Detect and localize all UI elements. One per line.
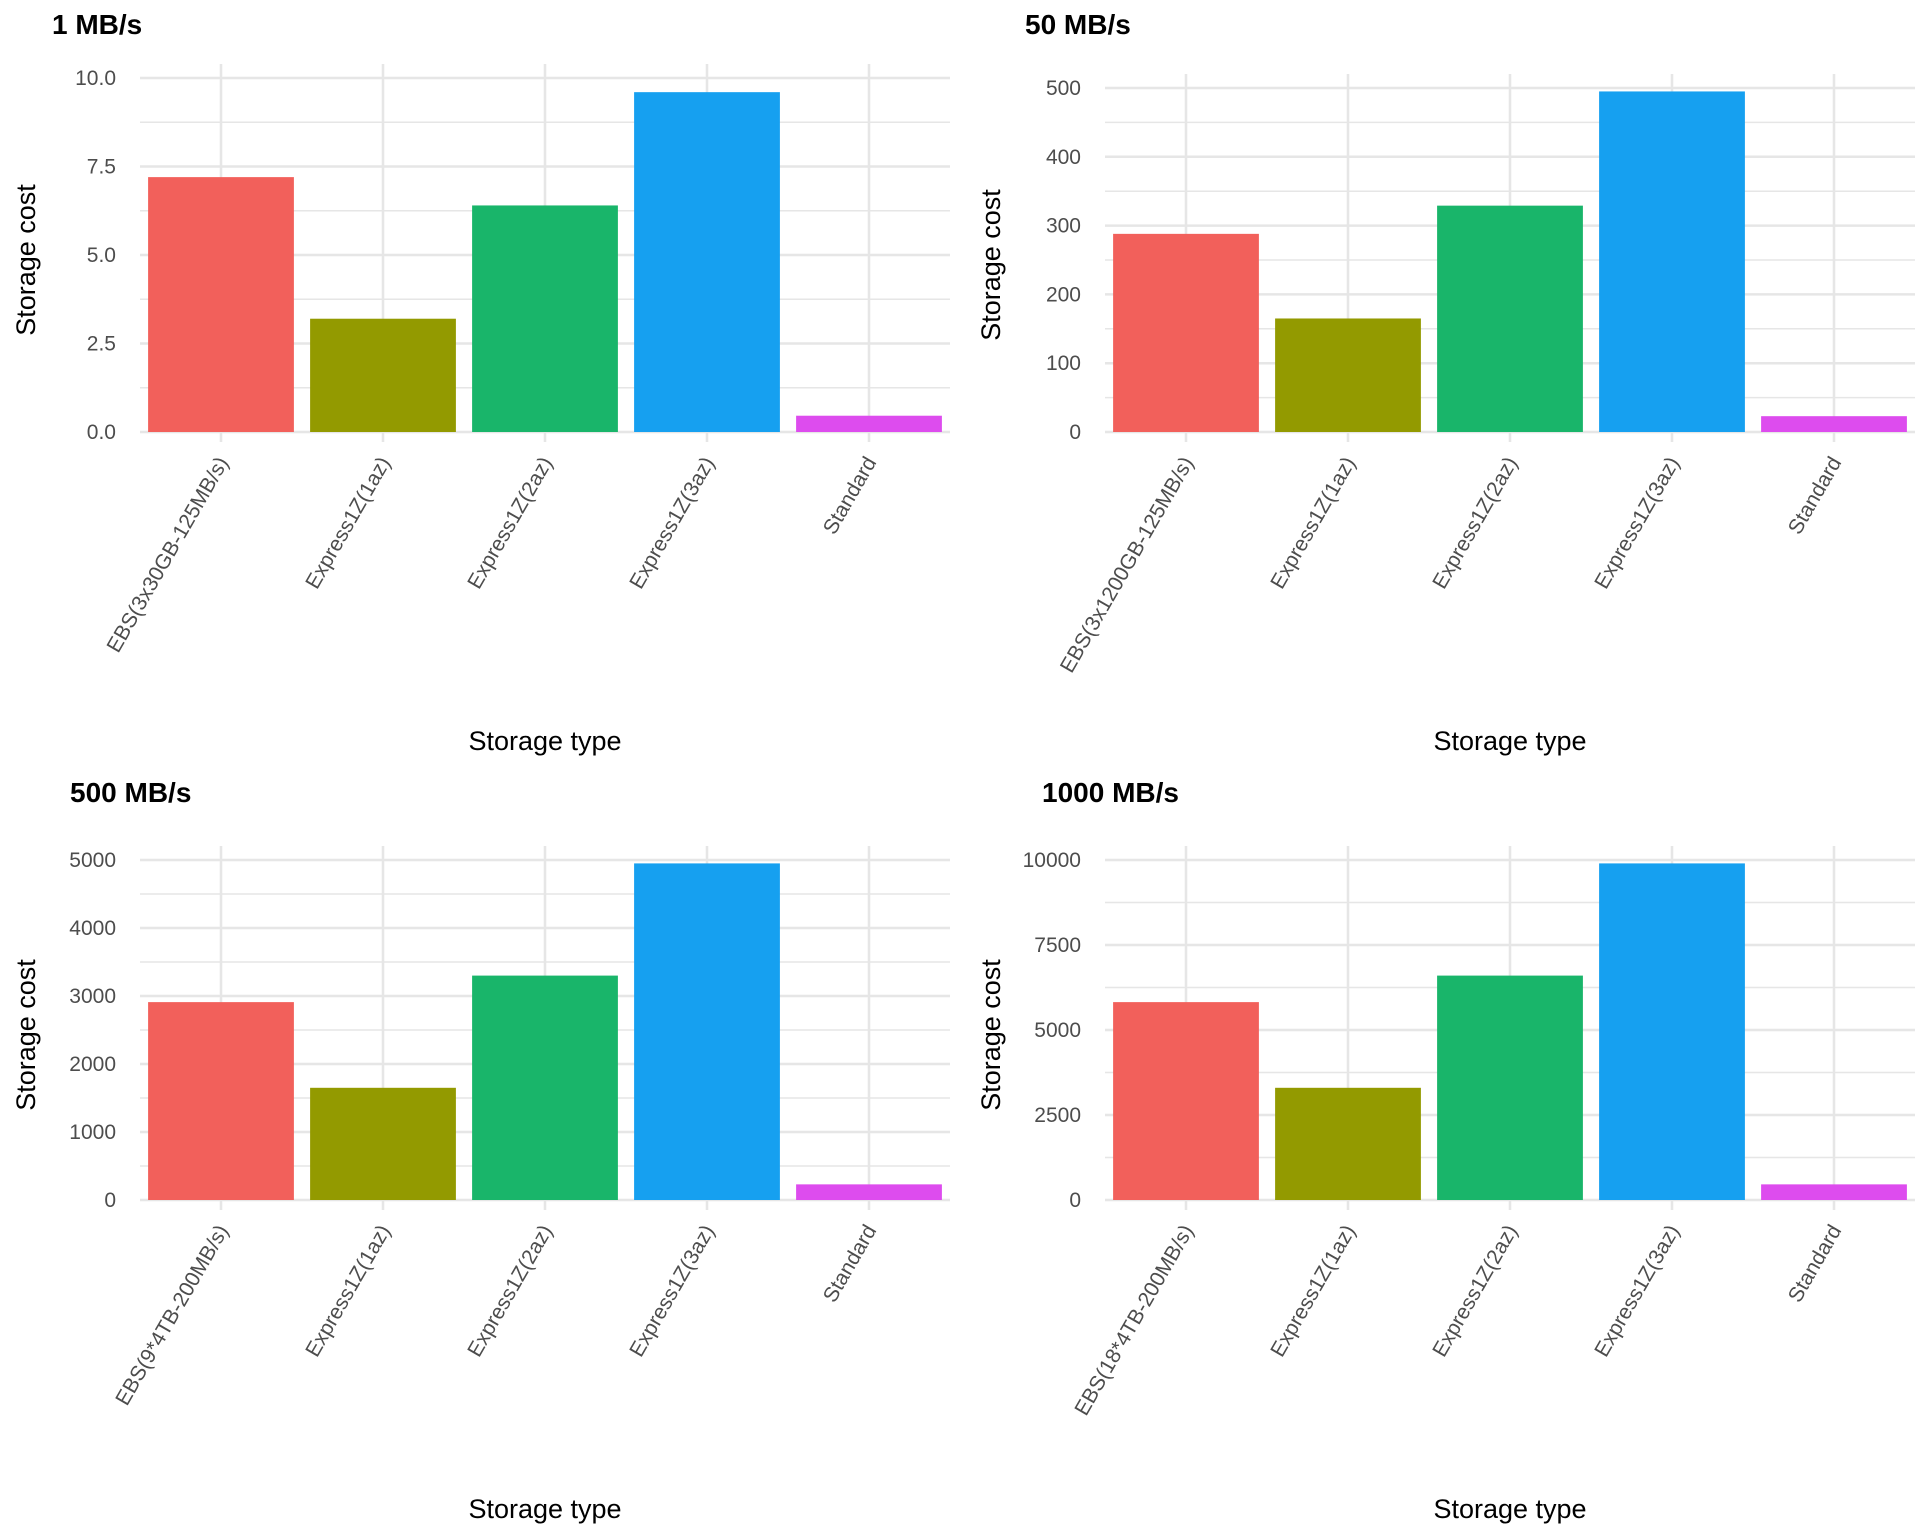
x-tick-label: Express1Z(1az) xyxy=(1266,1221,1360,1361)
y-tick-label: 10000 xyxy=(1023,849,1081,872)
y-tick-label: 2000 xyxy=(69,1053,116,1076)
x-axis-title: Storage type xyxy=(468,1494,621,1524)
chart-50mb: 0 100 200 300 400 500 EBS(3x1200GB-125MB/s) Exp… xyxy=(976,9,1915,756)
x-tick-label: EBS(3x1200GB-125MB/s) xyxy=(1056,453,1198,677)
y-tick-label: 0 xyxy=(1069,1189,1081,1212)
y-tick-label: 7500 xyxy=(1034,934,1081,957)
chart-1mb: 0.0 2.5 5.0 7.5 10.0 EBS(3x30GB-125MB/s) Expre… xyxy=(11,9,950,756)
bar-3 xyxy=(472,205,618,432)
y-tick-label: 5000 xyxy=(1034,1019,1081,1042)
x-tick-label: EBS(3x30GB-125MB/s) xyxy=(103,453,234,657)
y-tick-label: 7.5 xyxy=(87,156,116,179)
y-tick-label: 0.0 xyxy=(87,421,116,444)
x-tick-label: Express1Z(1az) xyxy=(301,1221,395,1361)
x-tick-label: Express1Z(3az) xyxy=(625,1221,719,1361)
y-tick-label: 0 xyxy=(1069,421,1081,444)
chart-500mb: 0 1000 2000 3000 4000 5000 EBS(9*4TB-200MB/s) E… xyxy=(11,777,950,1524)
x-tick-label: Express1Z(2az) xyxy=(1428,1221,1522,1361)
y-tick-label: 4000 xyxy=(69,917,116,940)
x-tick-label: Express1Z(1az) xyxy=(301,453,395,593)
x-tick-label: Express1Z(3az) xyxy=(625,453,719,593)
y-tick-label: 500 xyxy=(1046,77,1081,100)
y-tick-label: 5000 xyxy=(69,849,116,872)
bar-4 xyxy=(1599,91,1745,432)
x-tick-label: EBS(18*4TB-200MB/s) xyxy=(1070,1221,1198,1419)
bar-3 xyxy=(1437,975,1583,1200)
y-tick-label: 3000 xyxy=(69,985,116,1008)
bar-2 xyxy=(1275,318,1421,432)
x-tick-label: Standard xyxy=(819,453,882,538)
y-tick-label: 5.0 xyxy=(87,244,116,267)
y-axis-title: Storage cost xyxy=(976,959,1006,1111)
x-tick-label: EBS(9*4TB-200MB/s) xyxy=(111,1221,233,1409)
bar-2 xyxy=(1275,1087,1421,1200)
x-tick-label: Express1Z(2az) xyxy=(463,1221,557,1361)
x-tick-label: Standard xyxy=(1784,1221,1847,1306)
bar-5 xyxy=(1761,1184,1907,1200)
panel-title: 50 MB/s xyxy=(1025,9,1131,40)
bar-1 xyxy=(1113,1002,1259,1200)
panel-title: 1000 MB/s xyxy=(1042,777,1179,808)
bar-4 xyxy=(634,92,780,432)
y-tick-label: 300 xyxy=(1046,215,1081,238)
x-tick-label: Express1Z(2az) xyxy=(1428,453,1522,593)
y-tick-label: 1000 xyxy=(69,1121,116,1144)
y-tick-label: 0 xyxy=(104,1189,116,1212)
panel-title: 1 MB/s xyxy=(52,9,142,40)
bar-1 xyxy=(148,1002,294,1200)
y-tick-label: 2500 xyxy=(1034,1104,1081,1127)
y-axis-title: Storage cost xyxy=(11,184,41,336)
bar-2 xyxy=(310,318,456,432)
chart-1000mb: 0 2500 5000 7500 10000 EBS(18*4TB-200MB/s) Exp… xyxy=(976,777,1915,1524)
bar-1 xyxy=(1113,233,1259,432)
x-tick-label: Express1Z(1az) xyxy=(1266,453,1360,593)
y-tick-label: 2.5 xyxy=(87,333,116,356)
x-tick-label: Standard xyxy=(819,1221,882,1306)
x-tick-label: Express1Z(2az) xyxy=(463,453,557,593)
x-axis-title: Storage type xyxy=(1433,1494,1586,1524)
y-tick-label: 10.0 xyxy=(75,67,116,90)
bar-3 xyxy=(472,975,618,1200)
bar-4 xyxy=(1599,863,1745,1200)
y-axis-title: Storage cost xyxy=(976,189,1006,341)
bar-5 xyxy=(796,1184,942,1200)
x-tick-label: Express1Z(3az) xyxy=(1590,453,1684,593)
bar-2 xyxy=(310,1087,456,1200)
x-tick-label: Standard xyxy=(1784,453,1847,538)
bar-5 xyxy=(1761,416,1907,432)
bar-1 xyxy=(148,177,294,432)
x-axis-title: Storage type xyxy=(1433,726,1586,756)
y-axis-title: Storage cost xyxy=(11,959,41,1111)
panel-title: 500 MB/s xyxy=(70,777,191,808)
bar-5 xyxy=(796,415,942,432)
bar-3 xyxy=(1437,205,1583,432)
x-axis-title: Storage type xyxy=(468,726,621,756)
y-tick-label: 400 xyxy=(1046,146,1081,169)
x-tick-label: Express1Z(3az) xyxy=(1590,1221,1684,1361)
y-tick-label: 100 xyxy=(1046,352,1081,375)
bar-4 xyxy=(634,863,780,1200)
y-tick-label: 200 xyxy=(1046,283,1081,306)
